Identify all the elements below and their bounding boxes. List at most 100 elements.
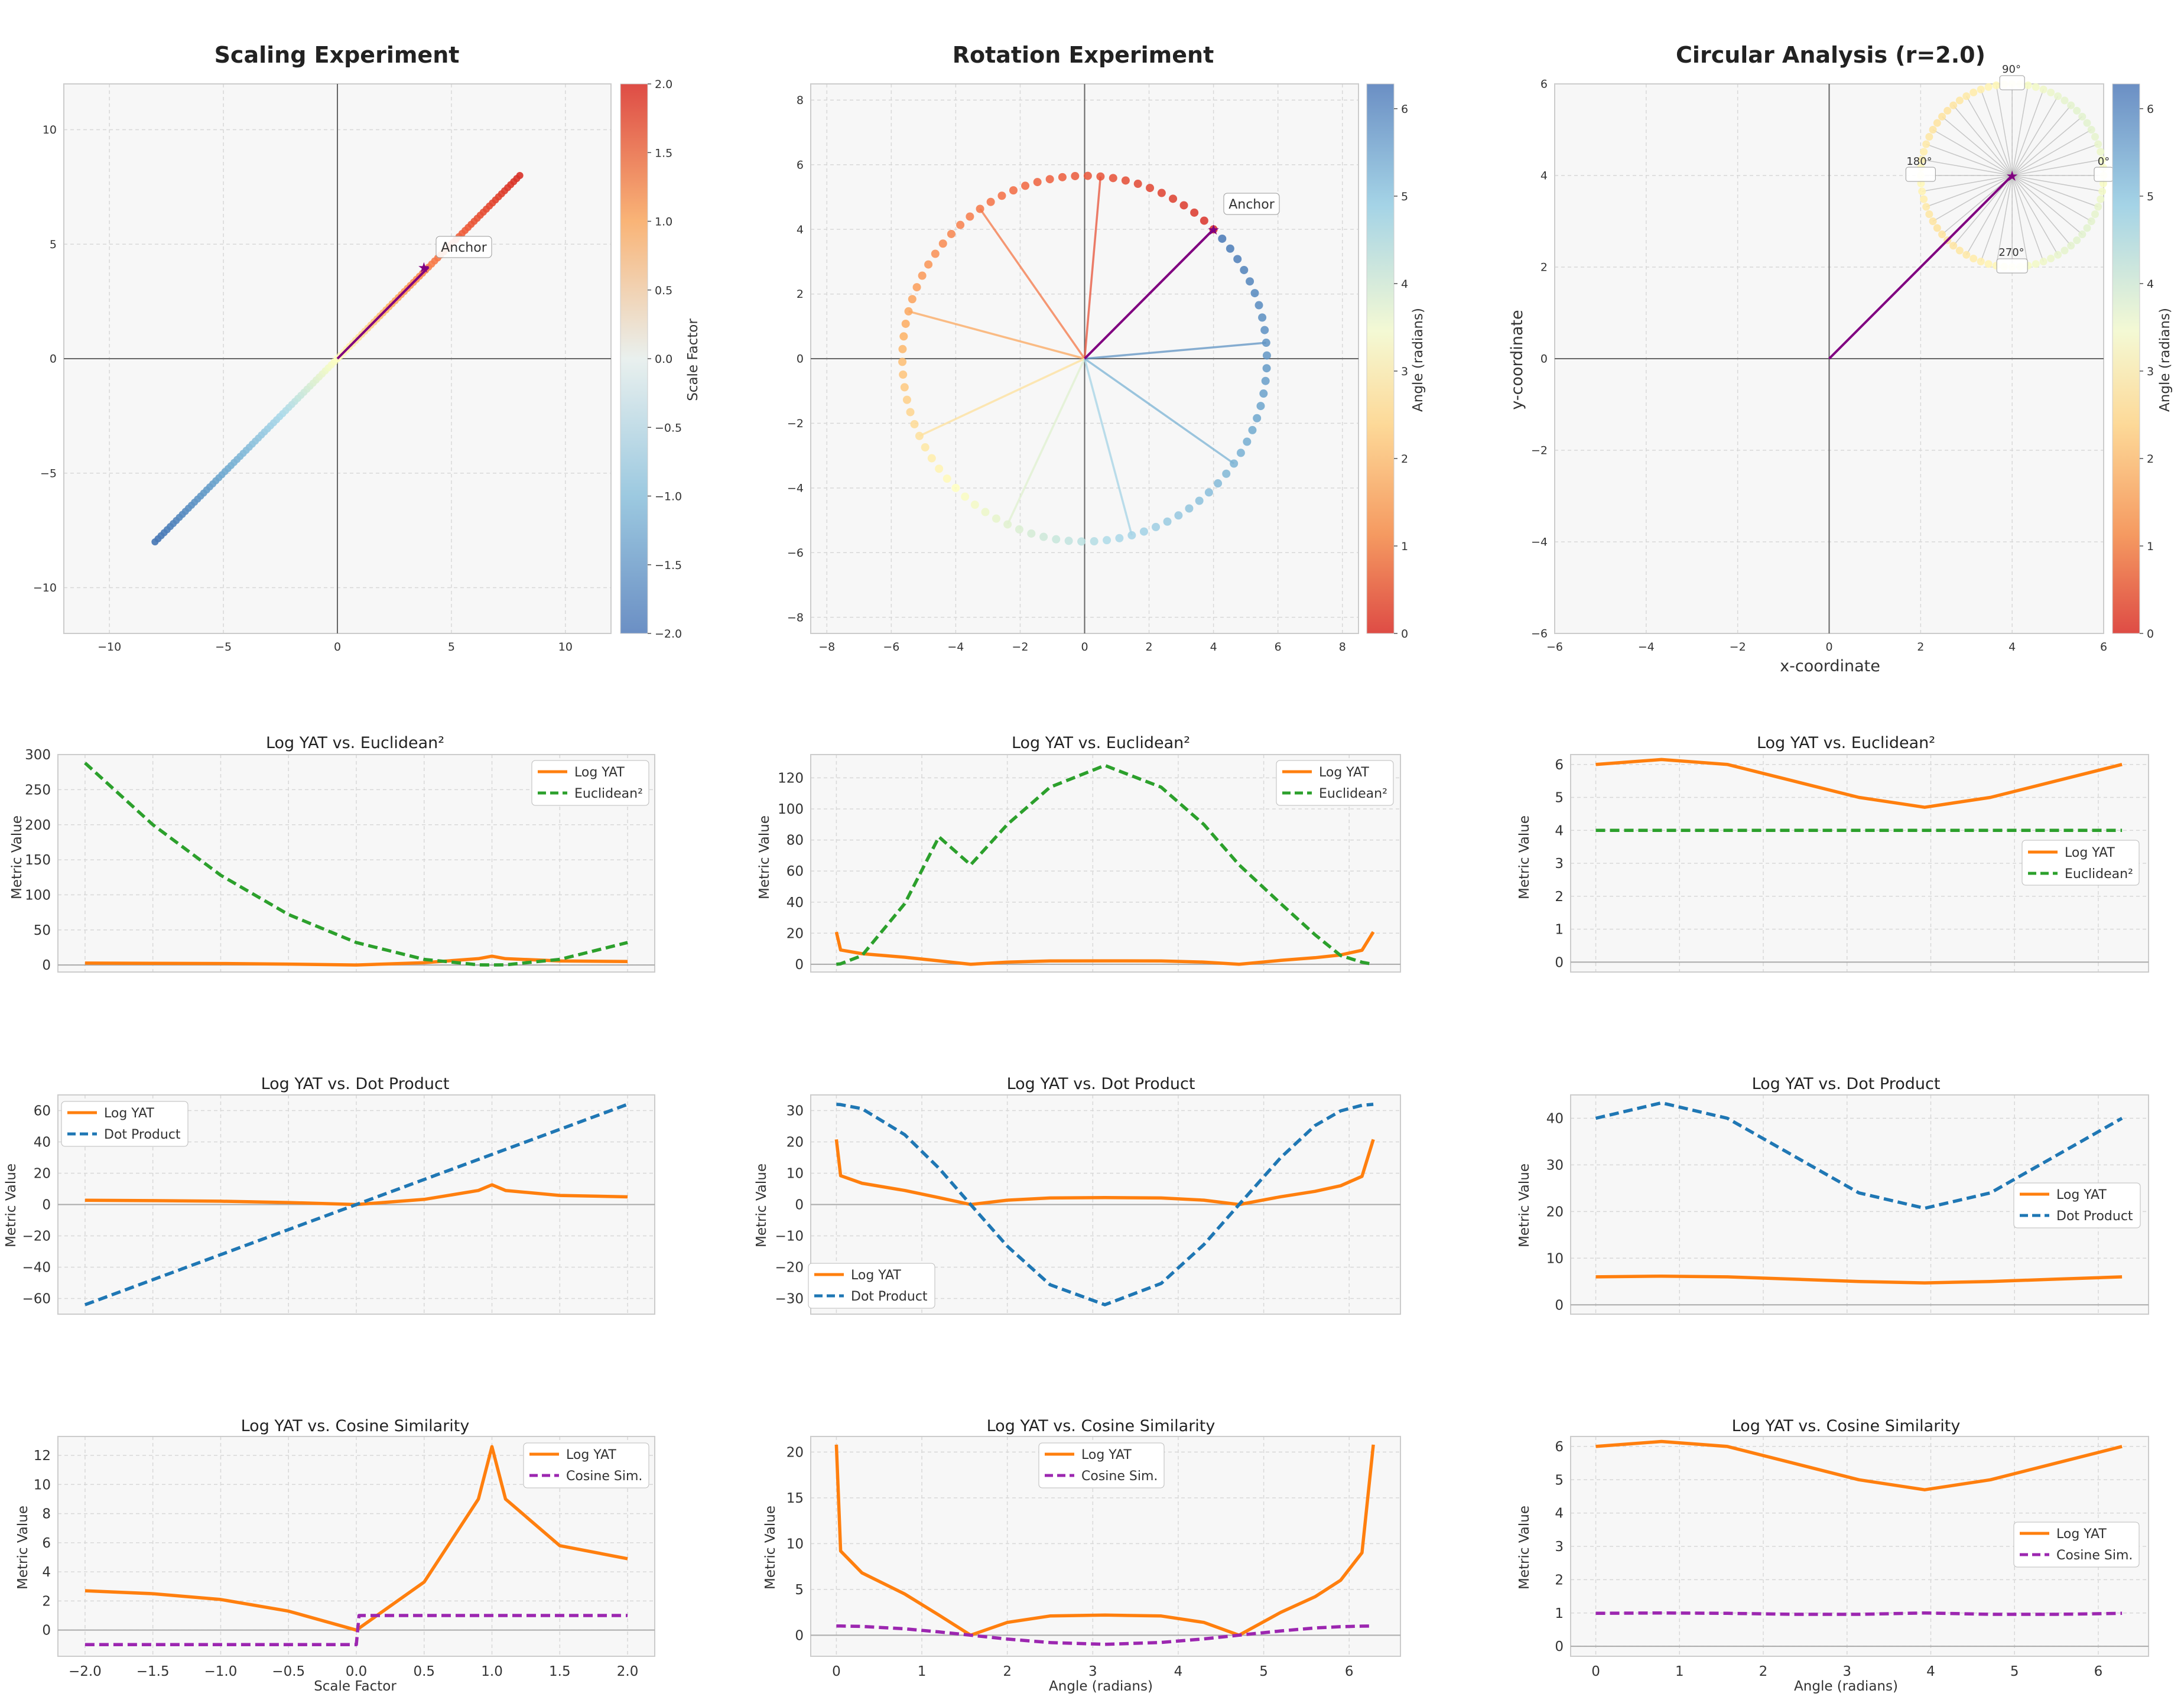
spoke-line xyxy=(1926,144,2013,176)
y-tick-label: 8 xyxy=(42,1507,51,1522)
rotated-point xyxy=(1222,469,1231,478)
circle-point xyxy=(1984,260,1993,268)
rotated-point xyxy=(898,344,907,353)
colorbar-tick-label: 1.5 xyxy=(655,147,672,160)
anchor-vector xyxy=(1084,228,1215,360)
legend-label: Log YAT xyxy=(851,1268,901,1283)
rotated-vector xyxy=(1084,357,1235,464)
legend-label: Euclidean² xyxy=(574,786,643,801)
circle-point xyxy=(2047,89,2055,97)
rotated-point xyxy=(899,370,908,379)
xlabel-scale: Scale Factor xyxy=(314,1679,396,1694)
legend-label: Cosine Sim. xyxy=(1081,1469,1158,1484)
y-tick-label: 0 xyxy=(1555,1298,1564,1313)
rotated-point xyxy=(1261,376,1270,385)
rotated-point xyxy=(900,383,909,392)
x-tick-label: −6 xyxy=(1546,641,1563,654)
y-tick-label: 4 xyxy=(1555,1506,1564,1522)
circle-point xyxy=(1922,203,1930,211)
y-tick-label: 20 xyxy=(786,1135,804,1150)
plot-frame xyxy=(57,1436,655,1657)
spoke-line xyxy=(1942,175,2013,235)
circ-dot-title: Log YAT vs. Dot Product xyxy=(1752,1075,1941,1093)
spoke-line xyxy=(2011,175,2044,262)
legend-label: Log YAT xyxy=(2056,1188,2107,1202)
rotated-point xyxy=(1259,389,1268,398)
circle-point xyxy=(1992,81,2000,89)
rotated-point xyxy=(1096,172,1105,181)
x-tick-label: 1.5 xyxy=(549,1664,571,1679)
circ-euclid-title: Log YAT vs. Euclidean² xyxy=(1757,734,1935,752)
x-tick-label: 0.0 xyxy=(346,1664,368,1679)
y-tick-label: −40 xyxy=(22,1260,51,1276)
rotated-point xyxy=(899,332,908,341)
circle-point xyxy=(1922,140,1930,148)
circle-point xyxy=(1949,101,1958,109)
rotated-point xyxy=(1262,351,1271,360)
series-line xyxy=(834,1444,1375,1637)
spoke-line xyxy=(2011,96,2059,176)
rotated-point xyxy=(1236,448,1245,457)
rotated-vector xyxy=(1084,342,1266,360)
legend-label: Log YAT xyxy=(2065,846,2115,860)
angle-label-box xyxy=(2094,167,2114,182)
rotated-point xyxy=(947,229,956,238)
circle-point xyxy=(2039,258,2048,266)
xlabel-circ: Angle (radians) xyxy=(1794,1679,1898,1694)
x-tick-label: 1 xyxy=(918,1664,927,1679)
rotated-point xyxy=(956,220,965,229)
colorbar-tick-label: 0 xyxy=(2147,628,2154,641)
y-tick-label: 6 xyxy=(797,158,804,171)
x-tick-label: −1.0 xyxy=(204,1664,238,1679)
angle-label-box xyxy=(1996,258,2028,274)
rotated-point xyxy=(1200,216,1208,225)
y-tick-label: −6 xyxy=(1531,628,1548,641)
y-tick-label: 30 xyxy=(786,1104,804,1119)
circular-title: Circular Analysis (r=2.0) xyxy=(1676,42,1985,68)
circle-point xyxy=(2094,203,2102,211)
legend-label: Dot Product xyxy=(2056,1209,2133,1224)
rotated-point xyxy=(912,283,921,292)
series-line xyxy=(834,931,1375,966)
spoke-line xyxy=(2011,175,2029,266)
circle-point xyxy=(2024,81,2032,89)
series-line xyxy=(1595,1439,2123,1491)
x-tick-label: 3 xyxy=(1088,1664,1097,1679)
rotation-title: Rotation Experiment xyxy=(953,42,1214,68)
series-line xyxy=(834,1139,1375,1207)
series-line xyxy=(84,1445,628,1632)
circle-point xyxy=(2073,236,2081,245)
scaling-title: Scaling Experiment xyxy=(214,42,460,68)
y-tick-label: −30 xyxy=(775,1292,804,1307)
circle-point xyxy=(2087,126,2095,134)
circle-point xyxy=(2098,187,2107,196)
y-tick-label: 0 xyxy=(1555,1639,1564,1655)
y-tick-label: 0 xyxy=(50,353,57,366)
x-tick-label: 2 xyxy=(1146,641,1153,654)
spoke-line xyxy=(1922,159,2013,176)
circle-point xyxy=(2067,242,2075,250)
ylabel-r4c3: Metric Value xyxy=(1517,1506,1532,1590)
rotated-point xyxy=(1214,479,1223,488)
spoke-line xyxy=(1996,85,2013,176)
y-tick-label: 1 xyxy=(1555,922,1564,938)
circle-point xyxy=(2091,132,2099,141)
spoke-line xyxy=(2011,175,2092,222)
rotated-vector xyxy=(979,208,1086,360)
x-tick-label: −4 xyxy=(1638,641,1655,654)
spoke-line xyxy=(1932,129,2013,176)
x-tick-label: 5 xyxy=(2010,1664,2019,1679)
circle-point xyxy=(1925,210,1933,219)
scale-cos-title: Log YAT vs. Cosine Similarity xyxy=(241,1417,470,1435)
rotated-point xyxy=(1003,520,1012,529)
y-tick-label: 6 xyxy=(1555,1439,1564,1455)
y-tick-label: 4 xyxy=(1555,823,1564,838)
y-tick-label: 12 xyxy=(34,1448,51,1464)
x-tick-label: 2 xyxy=(1759,1664,1768,1679)
rotated-point xyxy=(976,204,984,213)
x-tick-label: 0 xyxy=(334,641,341,654)
y-tick-label: 0 xyxy=(42,1198,51,1213)
y-tick-label: 4 xyxy=(42,1565,51,1580)
series-line xyxy=(84,1614,628,1647)
colorbar-tick-label: 2 xyxy=(2147,453,2154,466)
